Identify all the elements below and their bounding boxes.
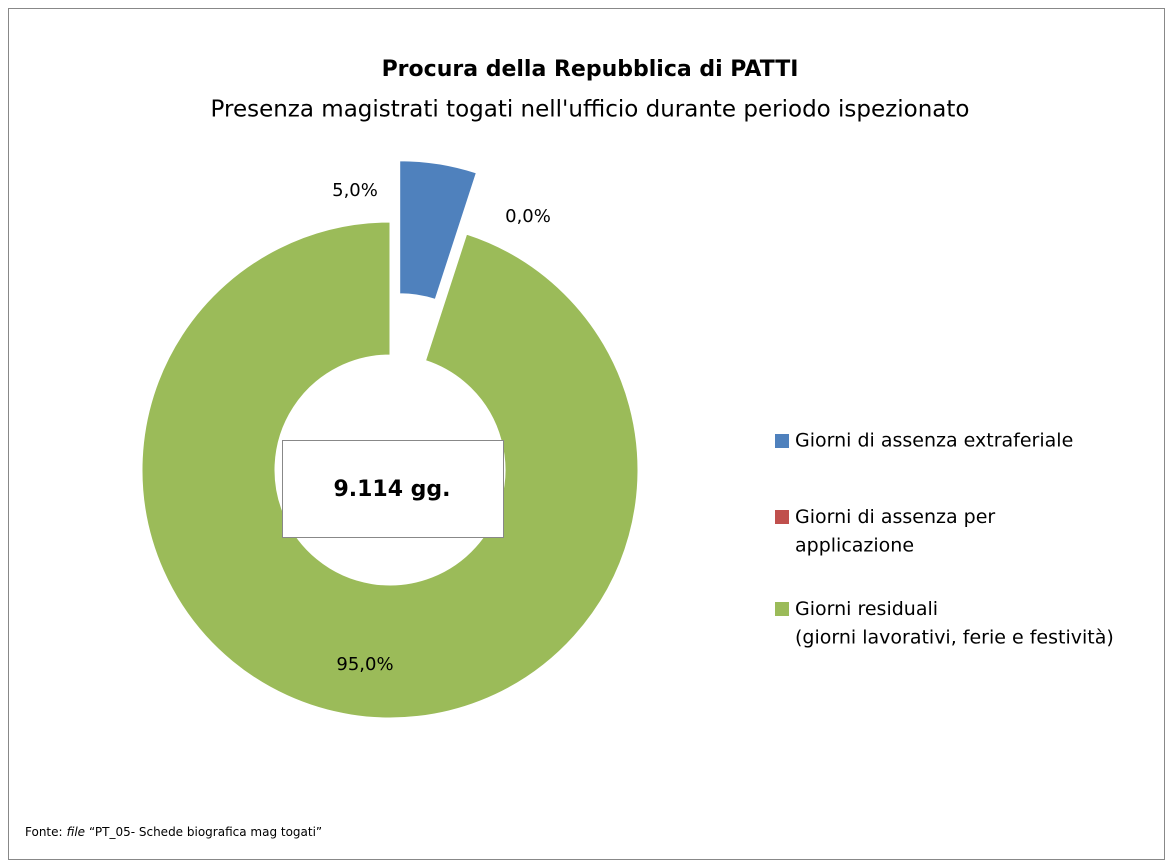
value-label: 0,0% bbox=[505, 206, 551, 227]
legend-label: Giorni di assenza extraferiale bbox=[795, 430, 1073, 452]
value-label: 5,0% bbox=[332, 180, 378, 201]
legend-label: Giorni di assenza per applicazione bbox=[795, 506, 995, 557]
source-emphasis: file bbox=[67, 825, 85, 839]
legend-swatch bbox=[775, 602, 789, 616]
legend-swatch bbox=[775, 434, 789, 448]
legend-swatch bbox=[775, 510, 789, 524]
center-box bbox=[282, 440, 504, 538]
source-note: Fonte: file “PT_05- Schede biografica mag … bbox=[25, 825, 322, 839]
donut-slice bbox=[399, 160, 477, 301]
center-label: 9.114 gg. bbox=[333, 477, 450, 502]
source-prefix: Fonte: bbox=[25, 825, 63, 839]
chart-title: Procura della Repubblica di PATTI bbox=[382, 57, 799, 82]
source-text: “PT_05- Schede biografica mag togati” bbox=[89, 825, 322, 839]
donut-slice bbox=[141, 221, 639, 719]
value-label: 95,0% bbox=[336, 654, 393, 675]
legend-label: Giorni residuali (giorni lavorativi, feri… bbox=[795, 598, 1114, 649]
chart-subtitle: Presenza magistrati togati nell'ufficio … bbox=[211, 97, 970, 123]
